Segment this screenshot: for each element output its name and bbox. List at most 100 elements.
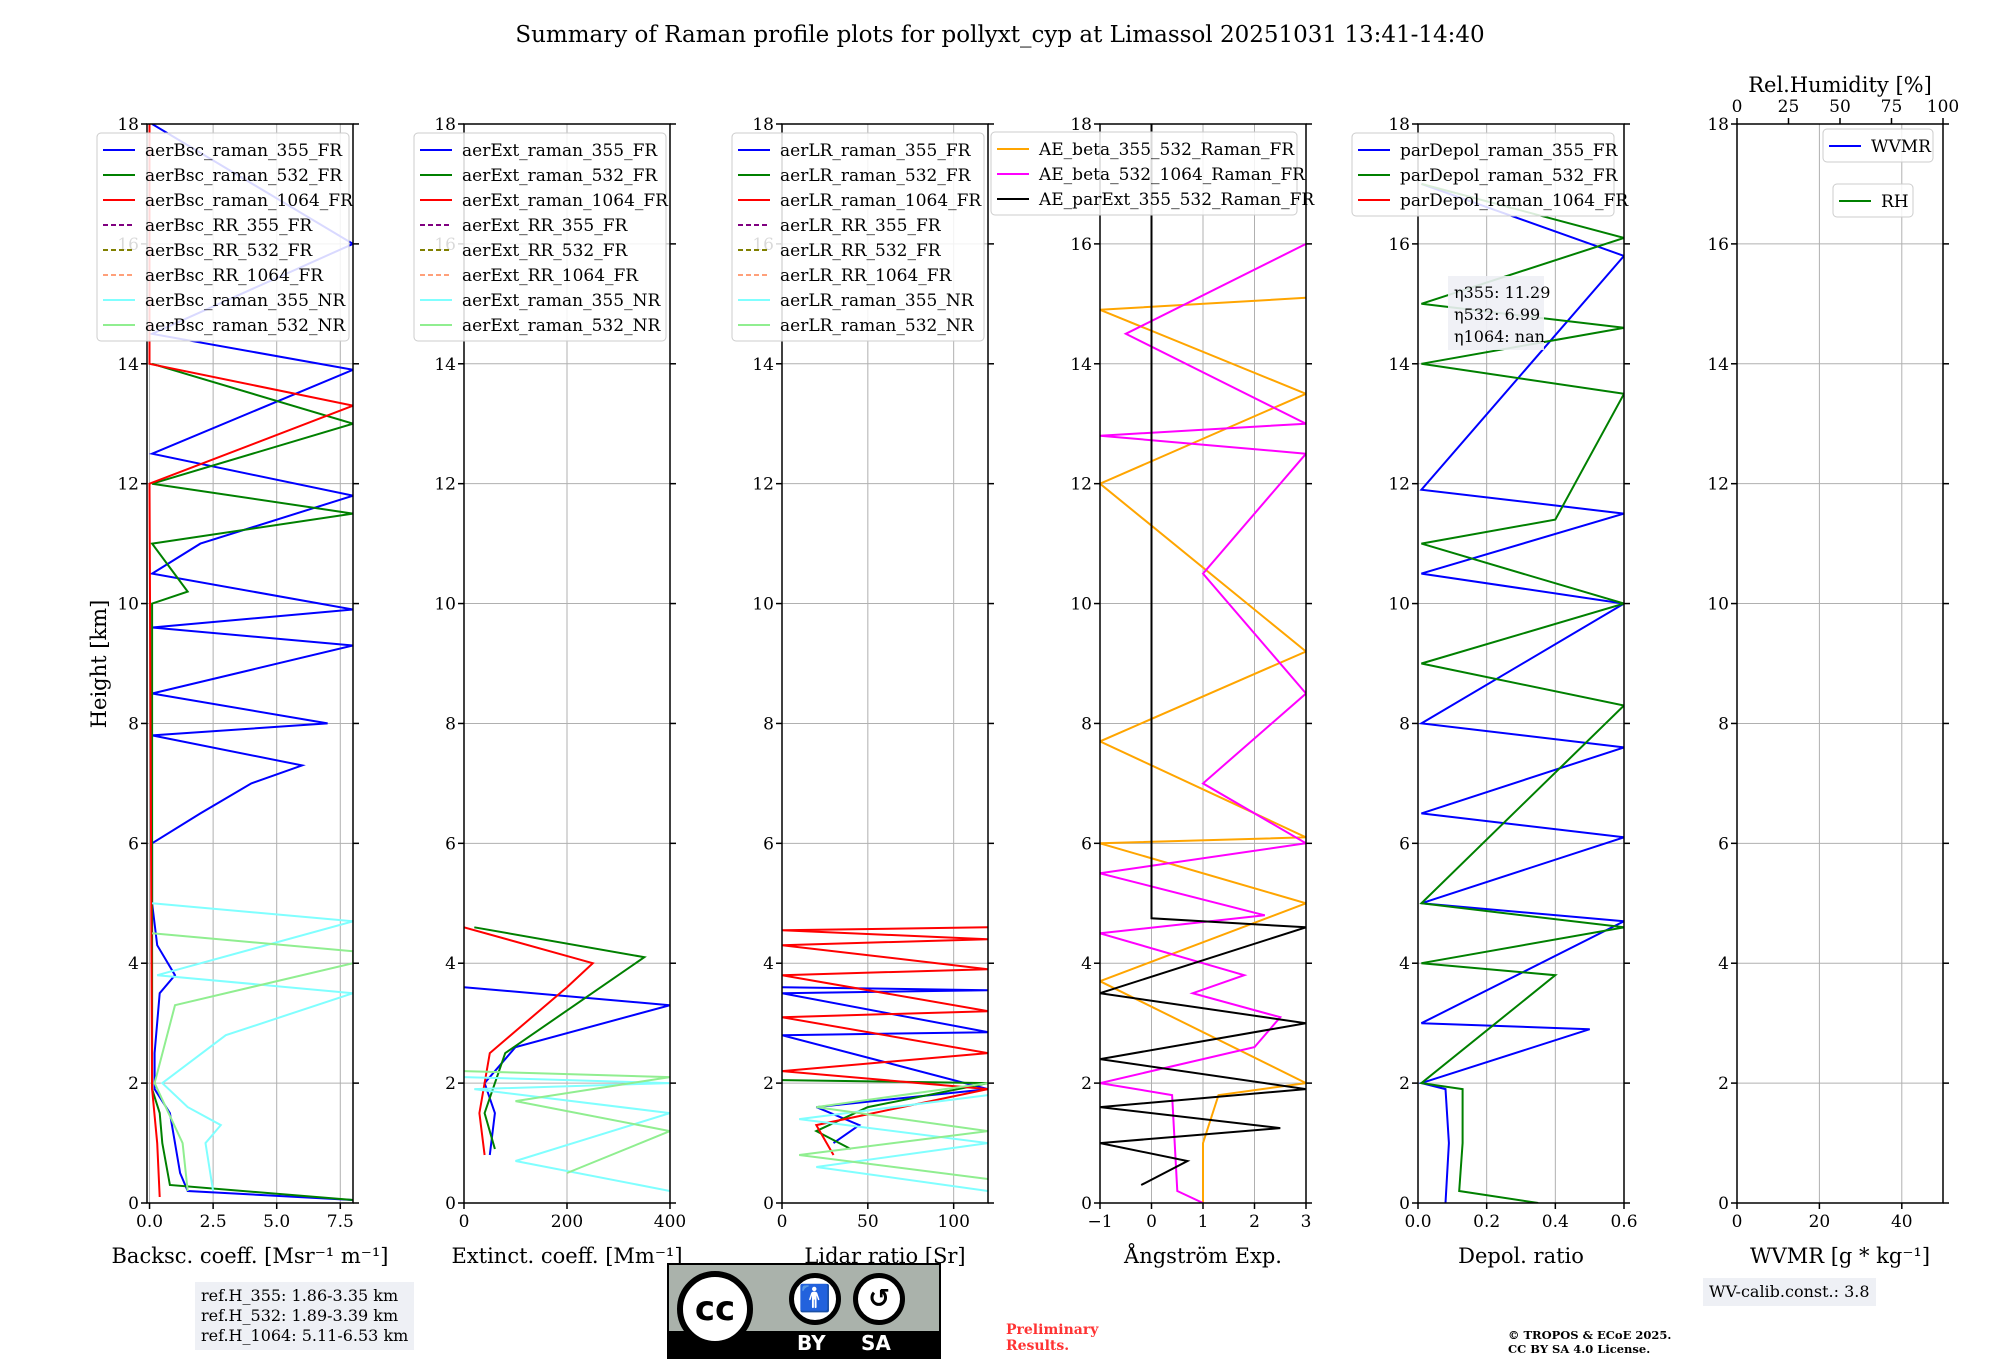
legend-label: aerExt_RR_355_FR bbox=[462, 216, 628, 236]
series-AE_parExt_355_532_Raman_FR bbox=[1100, 124, 1306, 1186]
y-tick-label: 10 bbox=[1388, 595, 1410, 615]
series-aerLR_raman_355_FR bbox=[782, 986, 988, 1144]
y-tick-label: 2 bbox=[763, 1074, 774, 1094]
x-tick-label: 0.4 bbox=[1542, 1212, 1569, 1232]
y-tick-label: 2 bbox=[1399, 1074, 1410, 1094]
series-aerBsc_raman_532_FR bbox=[150, 362, 353, 1201]
x-axis-label: Ångström Exp. bbox=[1123, 1243, 1282, 1268]
legend-label: aerBsc_RR_1064_FR bbox=[145, 266, 324, 286]
legend: aerLR_raman_355_FR aerLR_raman_532_FR aerL… bbox=[731, 132, 985, 342]
y-tick-label: 14 bbox=[434, 355, 456, 375]
y-tick-label: 16 bbox=[1070, 235, 1092, 255]
legend-label: RH bbox=[1881, 192, 1909, 212]
series-aerBsc_raman_355_FR bbox=[148, 124, 353, 1201]
x-tick-label: 2.5 bbox=[200, 1212, 227, 1232]
legend-label: aerExt_raman_355_FR bbox=[462, 141, 658, 161]
top-x-tick-label: 50 bbox=[1829, 97, 1851, 117]
y-tick-label: 10 bbox=[1707, 595, 1729, 615]
legend-label: parDepol_raman_1064_FR bbox=[1400, 191, 1629, 211]
legend-label: aerLR_RR_1064_FR bbox=[780, 266, 953, 286]
y-tick-label: 6 bbox=[1399, 834, 1410, 854]
y-tick-label: 4 bbox=[1399, 954, 1410, 974]
y-tick-label: 14 bbox=[1707, 355, 1729, 375]
legend-label: parDepol_raman_532_FR bbox=[1400, 166, 1619, 186]
y-tick-label: 6 bbox=[1081, 834, 1092, 854]
y-tick-label: 12 bbox=[752, 475, 774, 495]
x-tick-label: 20 bbox=[1809, 1212, 1831, 1232]
y-tick-label: 0 bbox=[1718, 1194, 1729, 1214]
y-tick-label: 2 bbox=[445, 1074, 456, 1094]
legend-frame bbox=[731, 132, 985, 342]
x-tick-label: 0 bbox=[777, 1212, 788, 1232]
legend-wvmr: WVMR bbox=[1822, 128, 1934, 163]
legend: aerExt_raman_355_FR aerExt_raman_532_FRae… bbox=[413, 132, 669, 342]
series-aerBsc_raman_532_NR bbox=[152, 932, 353, 1192]
legend-label: aerExt_RR_1064_FR bbox=[462, 266, 639, 286]
legend-frame bbox=[990, 131, 1298, 216]
legend-label: aerBsc_raman_1064_FR bbox=[145, 191, 354, 211]
y-tick-label: 8 bbox=[128, 714, 139, 734]
legend-label: aerExt_RR_532_FR bbox=[462, 241, 628, 261]
x-tick-label: 1 bbox=[1198, 1212, 1209, 1232]
ref-height-355: ref.H_355: 1.86-3.35 km bbox=[201, 1286, 399, 1305]
reference-heights-box: ref.H_355: 1.86-3.35 km ref.H_532: 1.89-… bbox=[195, 1282, 415, 1350]
y-tick-label: 0 bbox=[1081, 1194, 1092, 1214]
y-tick-label: 10 bbox=[434, 595, 456, 615]
copyright-line: © TROPOS & ECoE 2025. bbox=[1508, 1328, 1672, 1342]
y-tick-label: 16 bbox=[1388, 235, 1410, 255]
y-tick-label: 6 bbox=[1718, 834, 1729, 854]
by-label: BY bbox=[797, 1331, 826, 1355]
series-aerLR_raman_355_NR bbox=[799, 1094, 988, 1192]
y-tick-label: 4 bbox=[445, 954, 456, 974]
y-tick-label: 18 bbox=[752, 115, 774, 135]
y-tick-label: 12 bbox=[1070, 475, 1092, 495]
legend-rh: RH bbox=[1832, 183, 1914, 218]
ref-height-532: ref.H_532: 1.89-3.39 km bbox=[201, 1306, 399, 1325]
x-axis-label: Extinct. coeff. [Mm⁻¹] bbox=[451, 1244, 682, 1268]
y-tick-label: 6 bbox=[445, 834, 456, 854]
legend-frame bbox=[96, 132, 350, 342]
axes-frame bbox=[1417, 123, 1625, 1204]
legend-label: AE_beta_355_532_Raman_FR bbox=[1038, 140, 1295, 160]
legend-frame bbox=[1822, 128, 1934, 163]
annotation-line: η532: 6.99 bbox=[1454, 305, 1540, 324]
top-x-tick-label: 100 bbox=[1927, 97, 1959, 117]
legend-label: aerBsc_raman_532_FR bbox=[145, 166, 343, 186]
y-tick-label: 8 bbox=[1399, 714, 1410, 734]
y-tick-label: 14 bbox=[1388, 355, 1410, 375]
axes-frame bbox=[463, 123, 671, 1204]
by-person-icon: 🚹 bbox=[789, 1273, 841, 1325]
x-tick-label: 0.2 bbox=[1473, 1212, 1500, 1232]
license-line: CC BY SA 4.0 License. bbox=[1508, 1342, 1651, 1356]
legend-frame bbox=[1832, 183, 1914, 218]
preliminary-note: Preliminary Results. bbox=[1006, 1322, 1098, 1354]
y-tick-label: 12 bbox=[434, 475, 456, 495]
series-parDepol_raman_532_FR bbox=[1418, 182, 1624, 1203]
x-tick-label: 2 bbox=[1249, 1212, 1260, 1232]
figure-title: Summary of Raman profile plots for polly… bbox=[515, 22, 1485, 48]
legend-label: aerBsc_RR_355_FR bbox=[145, 216, 313, 236]
series-aerLR_raman_532_NR bbox=[799, 1082, 988, 1180]
legend-label: aerBsc_RR_532_FR bbox=[145, 241, 313, 261]
y-tick-label: 18 bbox=[1070, 115, 1092, 135]
ref-height-1064: ref.H_1064: 5.11-6.53 km bbox=[201, 1326, 409, 1345]
annotation-line: η355: 11.29 bbox=[1454, 283, 1550, 302]
wv-calib-box: WV-calib.const.: 3.8 bbox=[1703, 1278, 1876, 1306]
series-aerBsc_raman_1064_FR bbox=[148, 124, 353, 1198]
legend-frame bbox=[1351, 132, 1615, 217]
panel-5: 0 2 4 6 8 10 12 14 16 18 0.0 0.2 0.4 0.6 Depol. ratio p… bbox=[1351, 115, 1638, 1268]
y-tick-label: 18 bbox=[1707, 115, 1729, 135]
y-tick-label: 4 bbox=[1081, 954, 1092, 974]
x-tick-label: 0 bbox=[1146, 1212, 1157, 1232]
axes-frame bbox=[1099, 123, 1307, 1204]
axes-frame bbox=[1736, 123, 1944, 1204]
y-tick-label: 0 bbox=[128, 1194, 139, 1214]
axes-frame bbox=[781, 123, 989, 1204]
series-aerExt_raman_532_NR bbox=[464, 1070, 670, 1174]
x-tick-label: 40 bbox=[1891, 1212, 1913, 1232]
x-tick-label: 5.0 bbox=[263, 1212, 290, 1232]
preliminary-line: Preliminary bbox=[1006, 1322, 1099, 1338]
legend-label: aerLR_raman_1064_FR bbox=[780, 191, 982, 211]
